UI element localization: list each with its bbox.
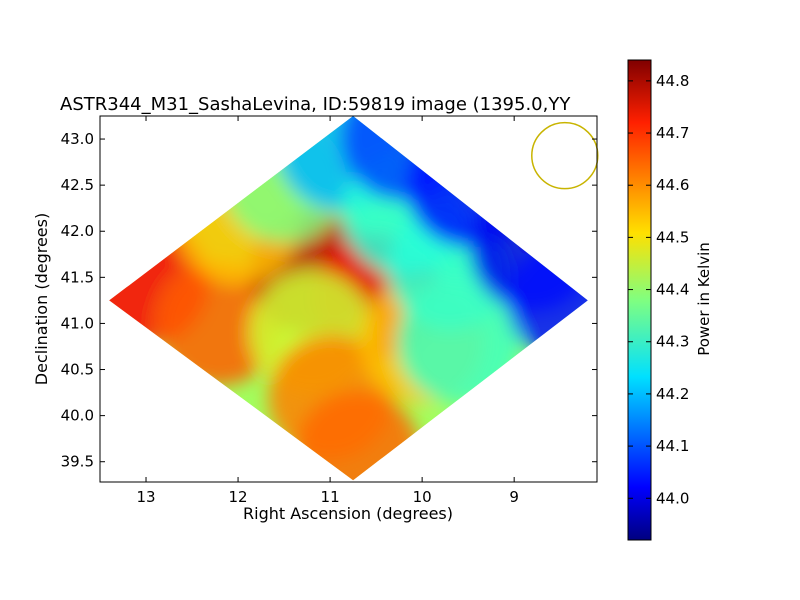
- y-tick-label: 40.0: [61, 407, 94, 425]
- colorbar-tick-label: 44.0: [656, 489, 689, 507]
- x-tick-label: 11: [321, 488, 340, 506]
- colorbar-tick-label: 44.7: [656, 124, 689, 142]
- x-axis-ticks: 13 12 11 10 9: [136, 116, 519, 506]
- heatmap-map: [109, 116, 588, 481]
- y-tick-label: 42.0: [61, 222, 94, 240]
- x-tick-label: 9: [509, 488, 519, 506]
- heatmap-sample-13: [396, 279, 521, 404]
- colorbar-tick-label: 44.4: [656, 281, 689, 299]
- heatmap-sample-6: [295, 390, 420, 481]
- y-tick-label: 40.5: [61, 361, 94, 379]
- colorbar-tick-label: 44.1: [656, 437, 689, 455]
- plot-axes-frame: [99, 115, 598, 483]
- colorbar-tick-label: 44.3: [656, 333, 689, 351]
- y-axis-label: Declination (degrees): [32, 213, 51, 385]
- colorbar-label: Power in Kelvin: [695, 242, 713, 356]
- heatmap-sample-17: [507, 238, 588, 363]
- y-axis-ticks: 39.5 40.0 40.5 41.0 41.5 42.0 42.5 43.0: [61, 130, 597, 471]
- y-tick-label: 43.0: [61, 130, 94, 148]
- beam-circle-marker: [531, 121, 599, 190]
- colorbar-gradient: [627, 59, 652, 541]
- x-tick-label: 13: [136, 488, 155, 506]
- heatmap-sample-15: [406, 123, 531, 248]
- y-tick-label: 39.5: [61, 453, 94, 471]
- x-axis-label: Right Ascension (degrees): [243, 504, 453, 523]
- heatmap-sample-1: [157, 261, 282, 386]
- x-tick-label: 12: [229, 488, 248, 506]
- plot-title: ASTR344_M31_SashaLevina, ID:59819 image …: [60, 94, 571, 115]
- colorbar-tick-label: 44.6: [656, 176, 689, 194]
- y-tick-label: 41.5: [61, 268, 94, 286]
- colorbar-tick-label: 44.8: [656, 72, 689, 90]
- colorbar-tick-label: 44.2: [656, 385, 689, 403]
- colorbar-tick-label: 44.5: [656, 228, 689, 246]
- x-tick-label: 10: [413, 488, 432, 506]
- y-tick-label: 41.0: [61, 314, 94, 332]
- colorbar-ticks: 44.0 44.1 44.2 44.3 44.4 44.5 44.6 44.7 44.8: [628, 72, 689, 507]
- y-tick-label: 42.5: [61, 176, 94, 194]
